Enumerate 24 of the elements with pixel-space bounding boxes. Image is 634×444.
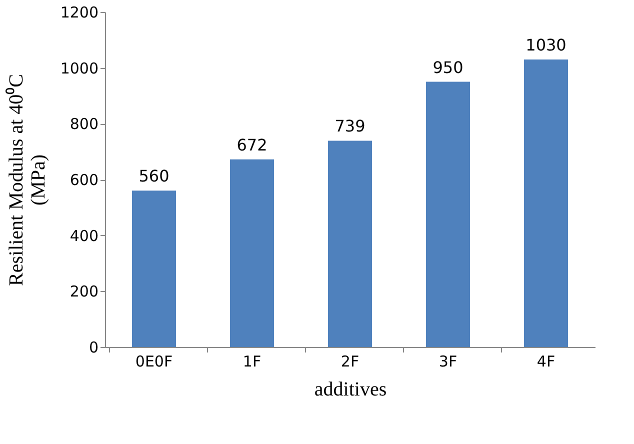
data-label: 672 — [236, 135, 268, 154]
data-label: 1030 — [526, 35, 566, 54]
x-tick-label: 3F — [438, 352, 458, 370]
y-tick-label: 800 — [70, 115, 98, 134]
y-tick-label: 400 — [70, 226, 98, 245]
bar — [524, 59, 568, 347]
bar — [328, 140, 372, 347]
x-axis-title: additives — [314, 378, 387, 400]
data-label: 560 — [138, 166, 170, 186]
y-tick-label: 600 — [70, 171, 98, 189]
x-tick-label: 1F — [242, 352, 262, 370]
bar — [426, 82, 470, 347]
bar — [132, 190, 176, 347]
y-axis-title: Resilient Modulus at 40⁰C (MPa) — [4, 74, 50, 286]
x-tick-label: 0E0F — [135, 352, 173, 370]
y-tick-label: 1200 — [60, 4, 98, 22]
data-label: 739 — [334, 116, 366, 136]
y-tick-label: 1000 — [60, 59, 98, 78]
x-tick-label: 4F — [536, 352, 556, 370]
x-tick-label: 2F — [340, 352, 360, 370]
data-label: 950 — [432, 58, 464, 77]
bar — [230, 159, 274, 347]
y-tick-label: 0 — [88, 338, 98, 356]
y-tick-label: 200 — [70, 282, 98, 301]
